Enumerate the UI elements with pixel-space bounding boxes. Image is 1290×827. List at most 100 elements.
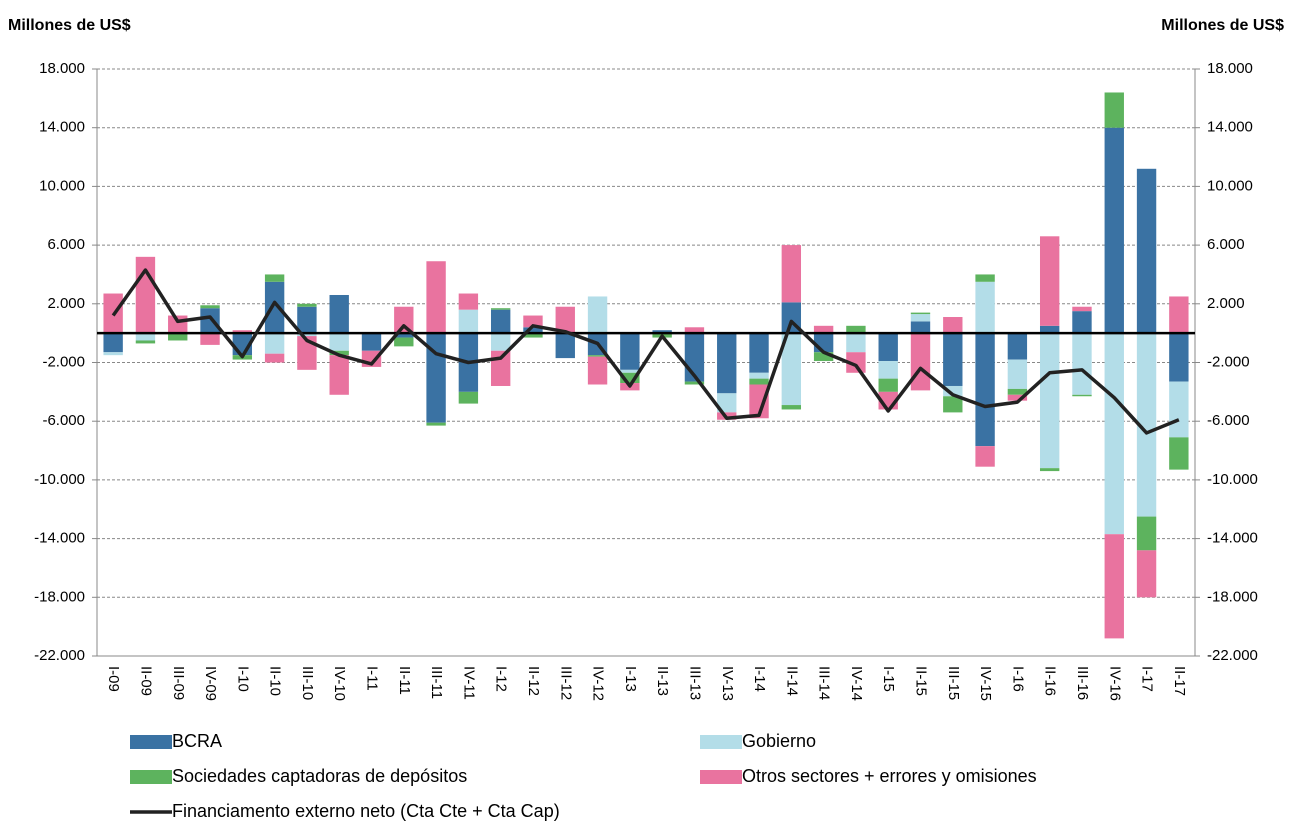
y2-tick-label: 18.000 (1207, 60, 1253, 77)
bar (1169, 437, 1189, 470)
bar (620, 333, 640, 370)
bar (813, 325, 834, 334)
x-tick-label: III-13 (686, 666, 703, 700)
bar (1039, 333, 1060, 469)
y2-tick-label: -10.000 (1207, 471, 1258, 488)
bar (975, 446, 995, 467)
bar (749, 378, 769, 385)
bar (297, 303, 317, 307)
bar (749, 372, 769, 379)
y2-axis-title: Millones de US$ (1161, 17, 1284, 34)
bar (1104, 92, 1124, 128)
x-tick-label: IV-11 (460, 666, 477, 700)
bar (361, 333, 382, 351)
x-tick-label: III-15 (945, 666, 962, 700)
bar (684, 381, 705, 385)
bar (555, 306, 575, 334)
y2-tick-label: 14.000 (1207, 119, 1253, 136)
bar (1072, 333, 1092, 395)
legend-label: Gobierno (742, 731, 816, 751)
x-tick-label: I-14 (751, 666, 768, 692)
bar (910, 312, 931, 315)
bar (394, 333, 414, 338)
y2-tick-label: -18.000 (1207, 588, 1258, 605)
bar (1169, 296, 1189, 334)
x-tick-label: IV-12 (590, 666, 607, 701)
bar (1039, 468, 1060, 472)
x-tick-label: I-16 (1009, 666, 1026, 692)
bar (846, 352, 866, 373)
bar (878, 361, 898, 379)
x-tick-label: I-10 (234, 666, 251, 692)
bar (555, 333, 575, 359)
bar (846, 333, 866, 353)
x-tick-label: II-09 (137, 666, 154, 696)
x-tick-label: IV-10 (331, 666, 348, 701)
y-tick-label: -14.000 (34, 530, 85, 547)
x-tick-label: II-15 (913, 666, 930, 696)
bar (394, 337, 414, 347)
x-tick-label: IV-13 (719, 666, 736, 701)
legend-swatch (700, 770, 742, 784)
bar (1136, 168, 1157, 334)
x-tick-label: I-13 (622, 666, 639, 692)
bar (910, 333, 931, 391)
bar (846, 325, 866, 334)
x-tick-label: III-12 (557, 666, 574, 700)
bar (426, 261, 446, 334)
x-tick-label: II-13 (654, 666, 671, 696)
x-tick-label: IV-09 (202, 666, 219, 701)
bar (1039, 325, 1060, 334)
bar (200, 308, 220, 334)
bar (168, 333, 188, 341)
y-tick-label: 14.000 (39, 119, 85, 136)
bar (975, 274, 995, 282)
y-tick-label: -2.000 (42, 353, 85, 370)
bar (943, 385, 963, 397)
x-tick-label: IV-14 (848, 666, 865, 701)
bar (490, 333, 511, 351)
bar (781, 333, 802, 406)
y-axis-title: Millones de US$ (8, 17, 131, 34)
bar (943, 396, 963, 413)
bar (587, 356, 608, 385)
x-tick-label: II-10 (267, 666, 284, 696)
bar (943, 333, 963, 386)
legend-label: Financiamento externo neto (Cta Cte + Ct… (172, 801, 560, 821)
bar (264, 281, 285, 334)
bar (1072, 311, 1092, 334)
x-tick-label: III-10 (299, 666, 316, 700)
bar (329, 355, 349, 395)
bar (490, 309, 511, 334)
bar (1039, 236, 1060, 326)
y-tick-label: -6.000 (42, 412, 85, 429)
bar (264, 333, 285, 354)
bar (1136, 550, 1157, 598)
legend-label: Sociedades captadoras de depósitos (172, 766, 467, 786)
bar (910, 321, 931, 334)
y2-tick-label: 2.000 (1207, 295, 1245, 312)
x-tick-label: II-11 (396, 666, 413, 695)
bar (1169, 381, 1189, 438)
bar (813, 352, 834, 362)
bar (458, 293, 479, 310)
y2-tick-label: -6.000 (1207, 412, 1250, 429)
bar (684, 327, 705, 334)
bar (458, 391, 479, 404)
bar (232, 330, 253, 334)
bar (781, 405, 802, 410)
y-tick-label: -22.000 (34, 647, 85, 664)
y-tick-label: 10.000 (39, 177, 85, 194)
bar (135, 256, 156, 334)
x-tick-label: III-11 (428, 666, 445, 699)
bar (394, 306, 414, 334)
bar (1104, 127, 1124, 334)
bar (975, 333, 995, 447)
bar (717, 393, 737, 413)
x-tick-label: II-16 (1042, 666, 1059, 696)
bar (910, 314, 931, 322)
y-tick-label: 6.000 (47, 236, 85, 253)
bar (329, 294, 349, 334)
bar (523, 327, 543, 334)
x-tick-label: III-09 (170, 666, 187, 700)
